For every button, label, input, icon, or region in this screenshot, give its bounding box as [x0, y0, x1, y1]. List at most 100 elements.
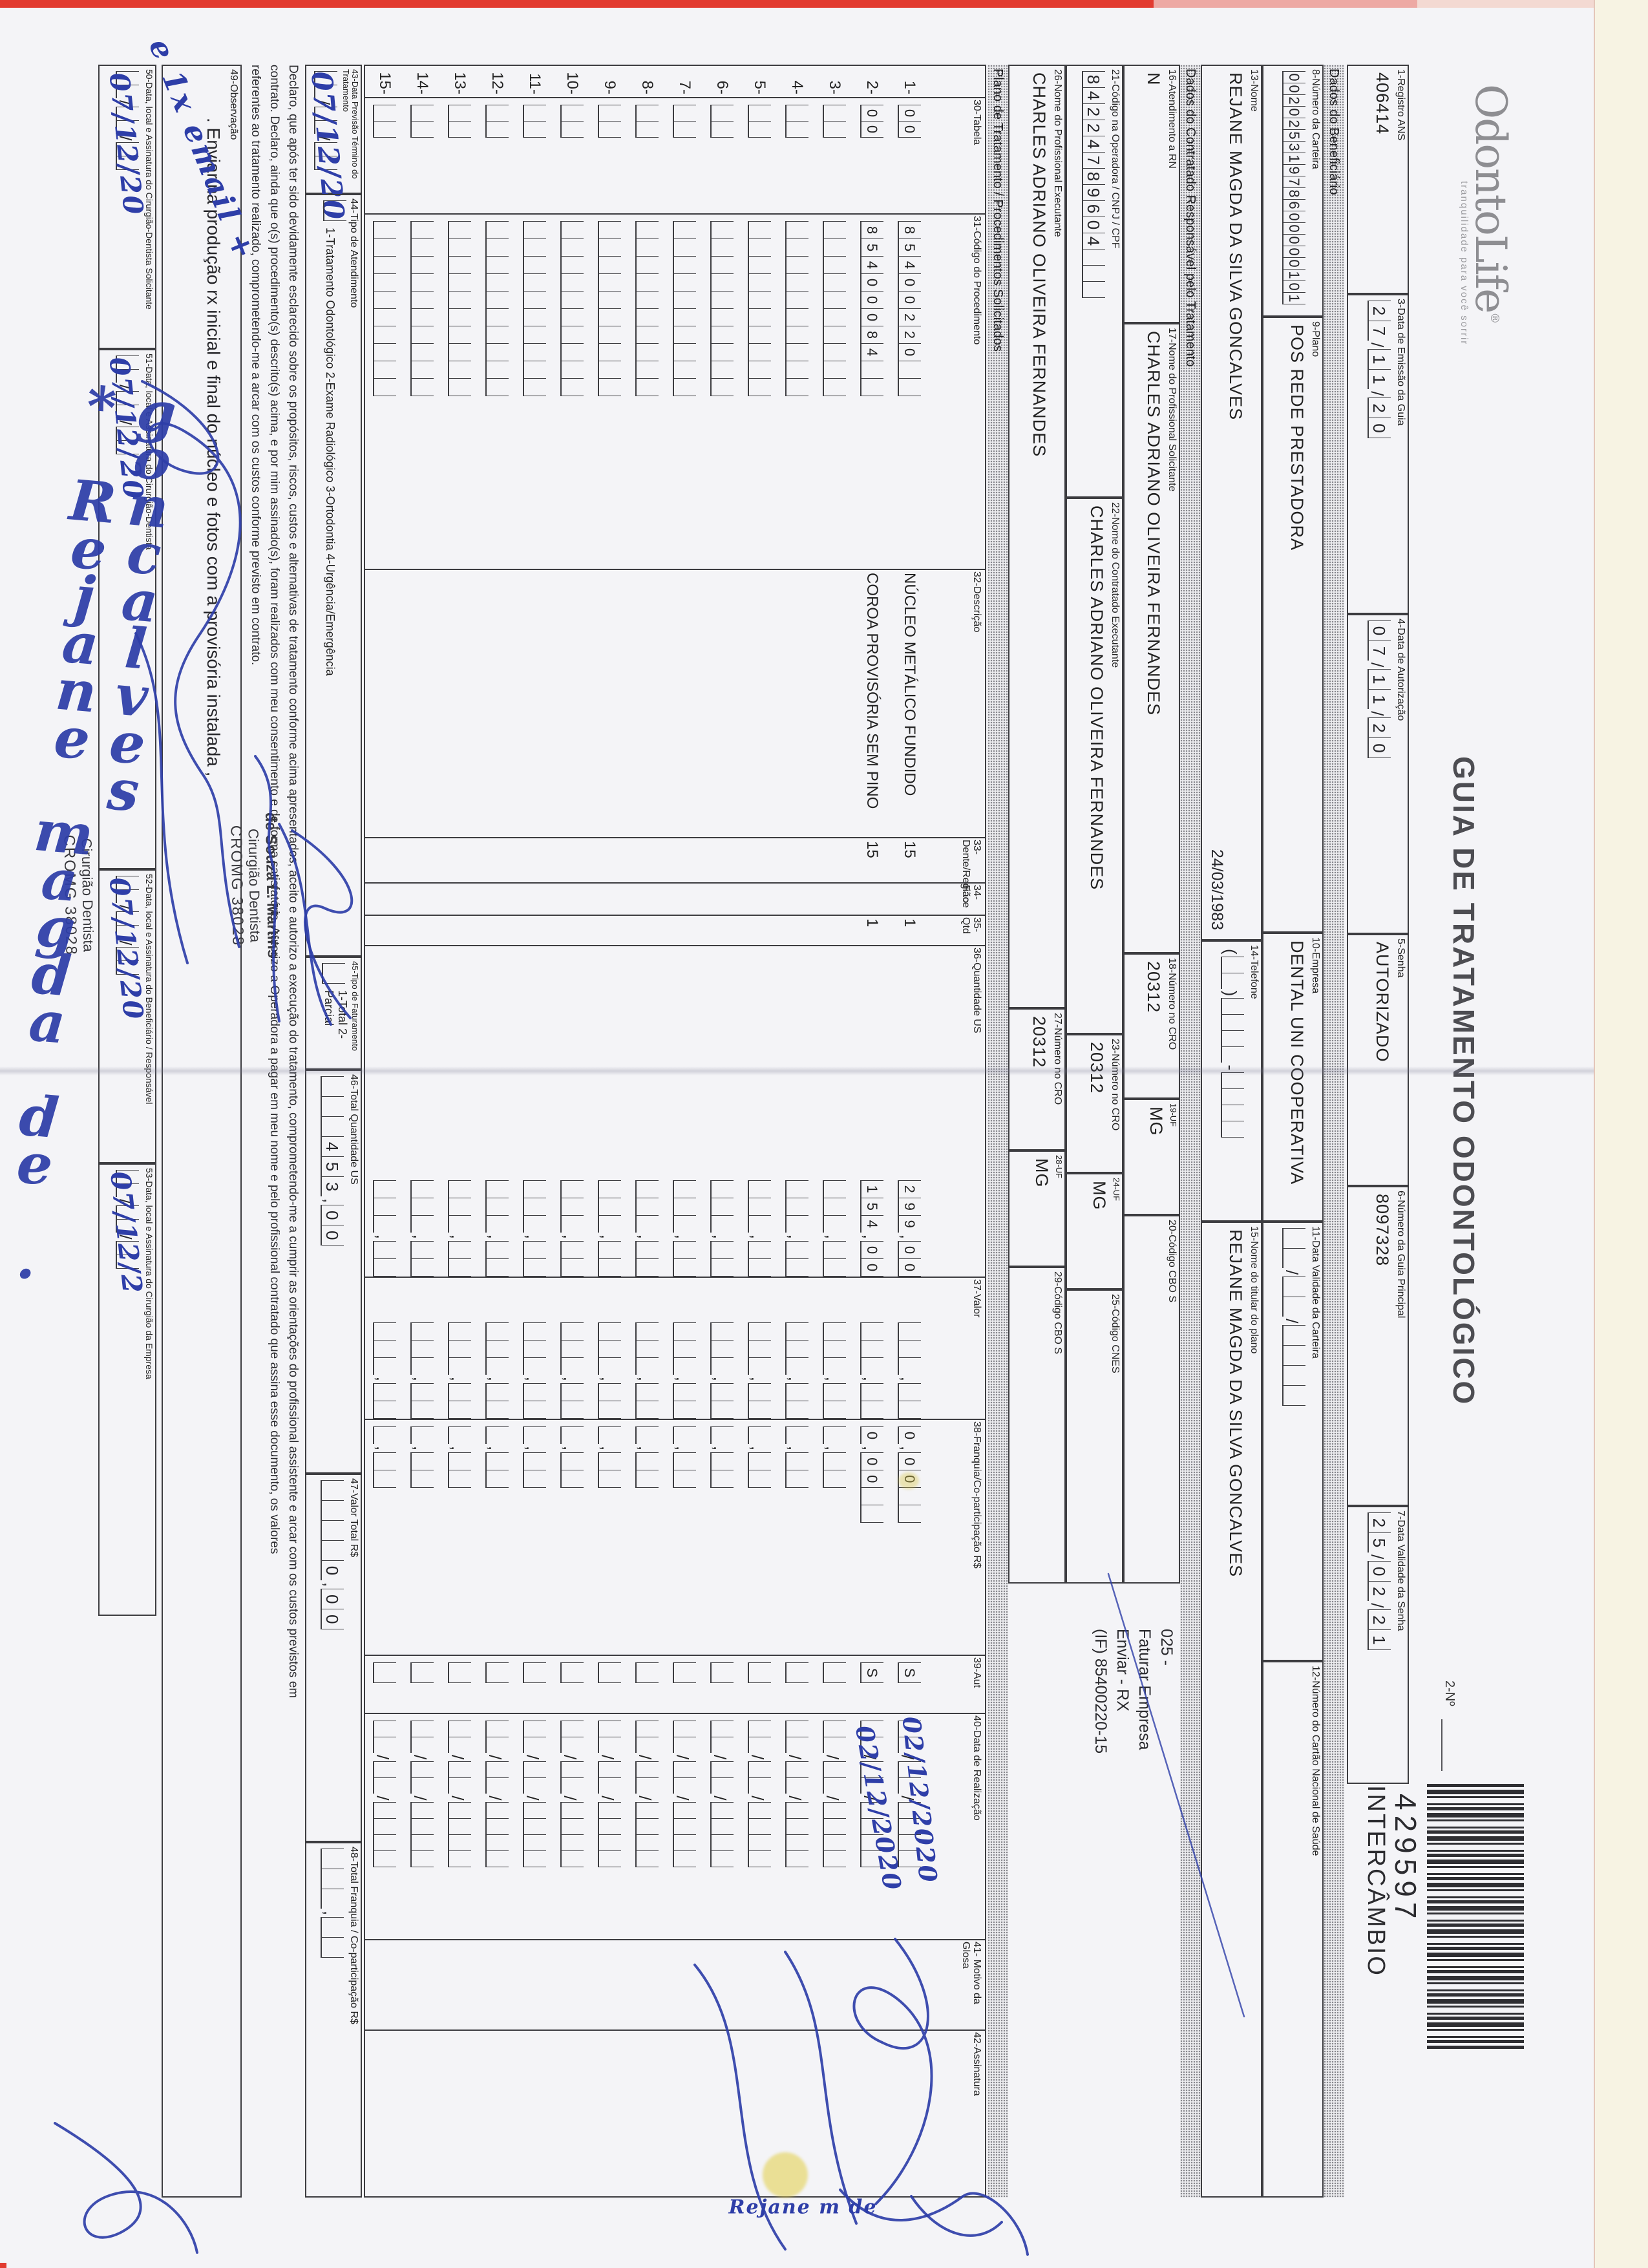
cell: 3 — [321, 1176, 344, 1196]
cell — [373, 1322, 396, 1340]
cell — [410, 308, 434, 326]
table-cells-franquia: 0,00 — [898, 1421, 921, 1655]
table-cells-tabela — [410, 100, 434, 213]
cell — [748, 1426, 771, 1444]
cell — [748, 1197, 771, 1215]
cell: 0 — [860, 121, 883, 138]
field-f20: 20-Código CBO S — [1123, 1215, 1180, 1584]
cell — [410, 361, 434, 378]
field-f46-cells: 453,00 — [321, 1071, 348, 1472]
cell — [748, 1721, 771, 1737]
cell — [1221, 1105, 1244, 1121]
cell: 0 — [1368, 418, 1391, 439]
cell — [635, 1818, 659, 1835]
cell: / — [1282, 1319, 1302, 1324]
cell: / — [485, 1755, 505, 1760]
scanner-edge-red-corner — [0, 2263, 6, 2268]
table-cells-tabela — [785, 100, 808, 213]
cell — [673, 343, 696, 361]
cell — [448, 1721, 471, 1737]
cell — [785, 105, 808, 121]
cell — [485, 1258, 509, 1277]
cell — [785, 1802, 808, 1819]
cell — [598, 1452, 621, 1470]
cell: / — [1368, 391, 1387, 396]
cell — [710, 343, 734, 361]
table-header-c39: 39-Aut — [971, 1657, 982, 1688]
table-cells-tabela — [560, 100, 584, 213]
cell — [373, 378, 396, 396]
cell — [823, 1834, 846, 1851]
cell — [485, 221, 509, 238]
field-f9: 9-Plano POS REDE PRESTADORA — [1262, 317, 1324, 933]
cell — [1221, 1014, 1244, 1031]
cell — [410, 1241, 434, 1258]
cell — [635, 1777, 659, 1794]
cell: 4 — [1082, 87, 1105, 103]
cell — [323, 200, 346, 221]
cell — [373, 1214, 396, 1233]
cell — [1282, 1365, 1305, 1386]
cell — [635, 378, 659, 396]
table-cells-data: / / — [785, 1715, 808, 1939]
cell — [321, 1480, 344, 1500]
cell — [823, 1322, 846, 1340]
cell — [710, 1401, 734, 1419]
signature-scribble-observacao — [134, 380, 242, 964]
cell — [321, 1849, 344, 1869]
cell: , — [710, 1234, 730, 1239]
table-bottom-border — [364, 65, 365, 2198]
cell — [785, 308, 808, 326]
cell: 0 — [860, 291, 883, 308]
cell: , — [373, 1234, 392, 1239]
cell — [1282, 1345, 1305, 1366]
cell — [560, 1241, 584, 1258]
cell — [748, 1850, 771, 1868]
table-cells-aut: S — [898, 1657, 921, 1713]
cell — [560, 1357, 584, 1375]
cell — [823, 1214, 846, 1233]
cell — [635, 1850, 659, 1868]
cell — [785, 1322, 808, 1340]
cell — [823, 1452, 846, 1470]
cell: 8 — [1082, 71, 1105, 87]
field-f7-label: 7-Data Validade da Senha — [1395, 1510, 1406, 1631]
cell — [410, 291, 434, 308]
cell — [710, 378, 734, 396]
field-f17: 17-Nome do Profissional Solicitante CHARL… — [1123, 323, 1180, 953]
table-cells-us: , — [785, 948, 808, 1277]
cell — [635, 121, 659, 138]
cell — [373, 1802, 396, 1819]
cell — [898, 1383, 921, 1401]
table-header-c31: 31-Código do Procedimento — [971, 216, 982, 345]
field-f11-cells: / / — [1282, 1223, 1309, 1660]
cell — [523, 1197, 546, 1215]
cell — [448, 273, 471, 291]
table-col-line — [365, 97, 986, 98]
cell — [523, 221, 546, 238]
cell: , — [448, 1234, 467, 1239]
cell — [523, 1357, 546, 1375]
cell: , — [748, 1376, 767, 1381]
cell — [373, 1737, 396, 1753]
cell — [673, 105, 696, 121]
signature-scribble-tipo-atendimento — [278, 823, 354, 1026]
cell — [673, 1662, 696, 1683]
cell — [635, 308, 659, 326]
table-cells-tabela — [823, 100, 846, 213]
cell — [448, 1818, 471, 1835]
cell: 8 — [860, 326, 883, 343]
table-cells-aut — [635, 1657, 659, 1713]
cell — [785, 1401, 808, 1419]
cell: / — [1368, 1603, 1387, 1608]
cell — [635, 1180, 659, 1198]
cell — [635, 1357, 659, 1375]
cell — [560, 238, 584, 256]
cell — [321, 1096, 344, 1116]
table-cells-tabela — [373, 100, 396, 213]
declaration-line-1: contrato. Declaro, ainda que o(s) proced… — [268, 65, 281, 1554]
table-cells-tabela — [598, 100, 621, 213]
table-header-c37: 37-Valor — [971, 1279, 982, 1318]
cell: , — [635, 1376, 655, 1381]
cell — [635, 1737, 659, 1753]
